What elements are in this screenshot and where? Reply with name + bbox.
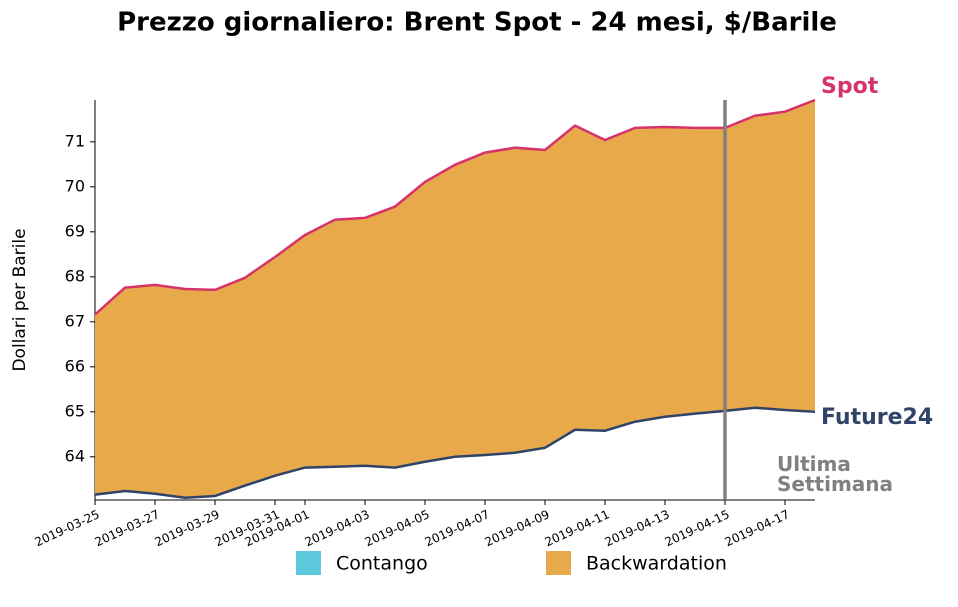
legend-label: Backwardation	[586, 553, 727, 575]
legend-label: Contango	[336, 553, 428, 575]
x-tick-label: 2019-04-11	[543, 507, 612, 549]
y-tick-label: 66	[65, 356, 85, 375]
x-tick-label: 2019-03-27	[93, 507, 162, 549]
chart-title: Prezzo giornaliero: Brent Spot - 24 mesi…	[117, 8, 837, 38]
x-tick-label: 2019-04-17	[723, 507, 792, 549]
x-tick-label: 2019-04-09	[483, 507, 552, 549]
x-tick-label: 2019-04-03	[303, 507, 372, 549]
x-tick-label: 2019-04-15	[663, 507, 732, 549]
y-tick-label: 64	[65, 446, 85, 465]
y-tick-label: 70	[65, 176, 85, 195]
series-line	[94, 406, 816, 500]
series-label: Future24	[821, 405, 933, 430]
legend-swatch	[296, 551, 321, 575]
annotation: Ultima Settimana	[777, 452, 893, 496]
y-tick-label: 65	[65, 401, 85, 420]
y-axis-label: Dollari per Barile	[10, 228, 30, 371]
y-tick-label: 69	[65, 221, 85, 240]
y-tick-label: 67	[65, 311, 85, 330]
x-tick-label: 2019-04-07	[423, 507, 492, 549]
y-tick-label: 71	[65, 131, 85, 150]
x-tick-label: 2019-03-25	[33, 507, 102, 549]
x-tick-label: 2019-04-05	[363, 507, 432, 549]
spread-area	[95, 100, 815, 498]
series-line	[94, 98, 816, 316]
x-tick-label: 2019-03-29	[153, 507, 222, 549]
x-tick-label: 2019-04-13	[603, 507, 672, 549]
y-tick-label: 68	[65, 266, 85, 285]
series-label: Spot	[821, 74, 879, 99]
legend-swatch	[546, 551, 571, 575]
